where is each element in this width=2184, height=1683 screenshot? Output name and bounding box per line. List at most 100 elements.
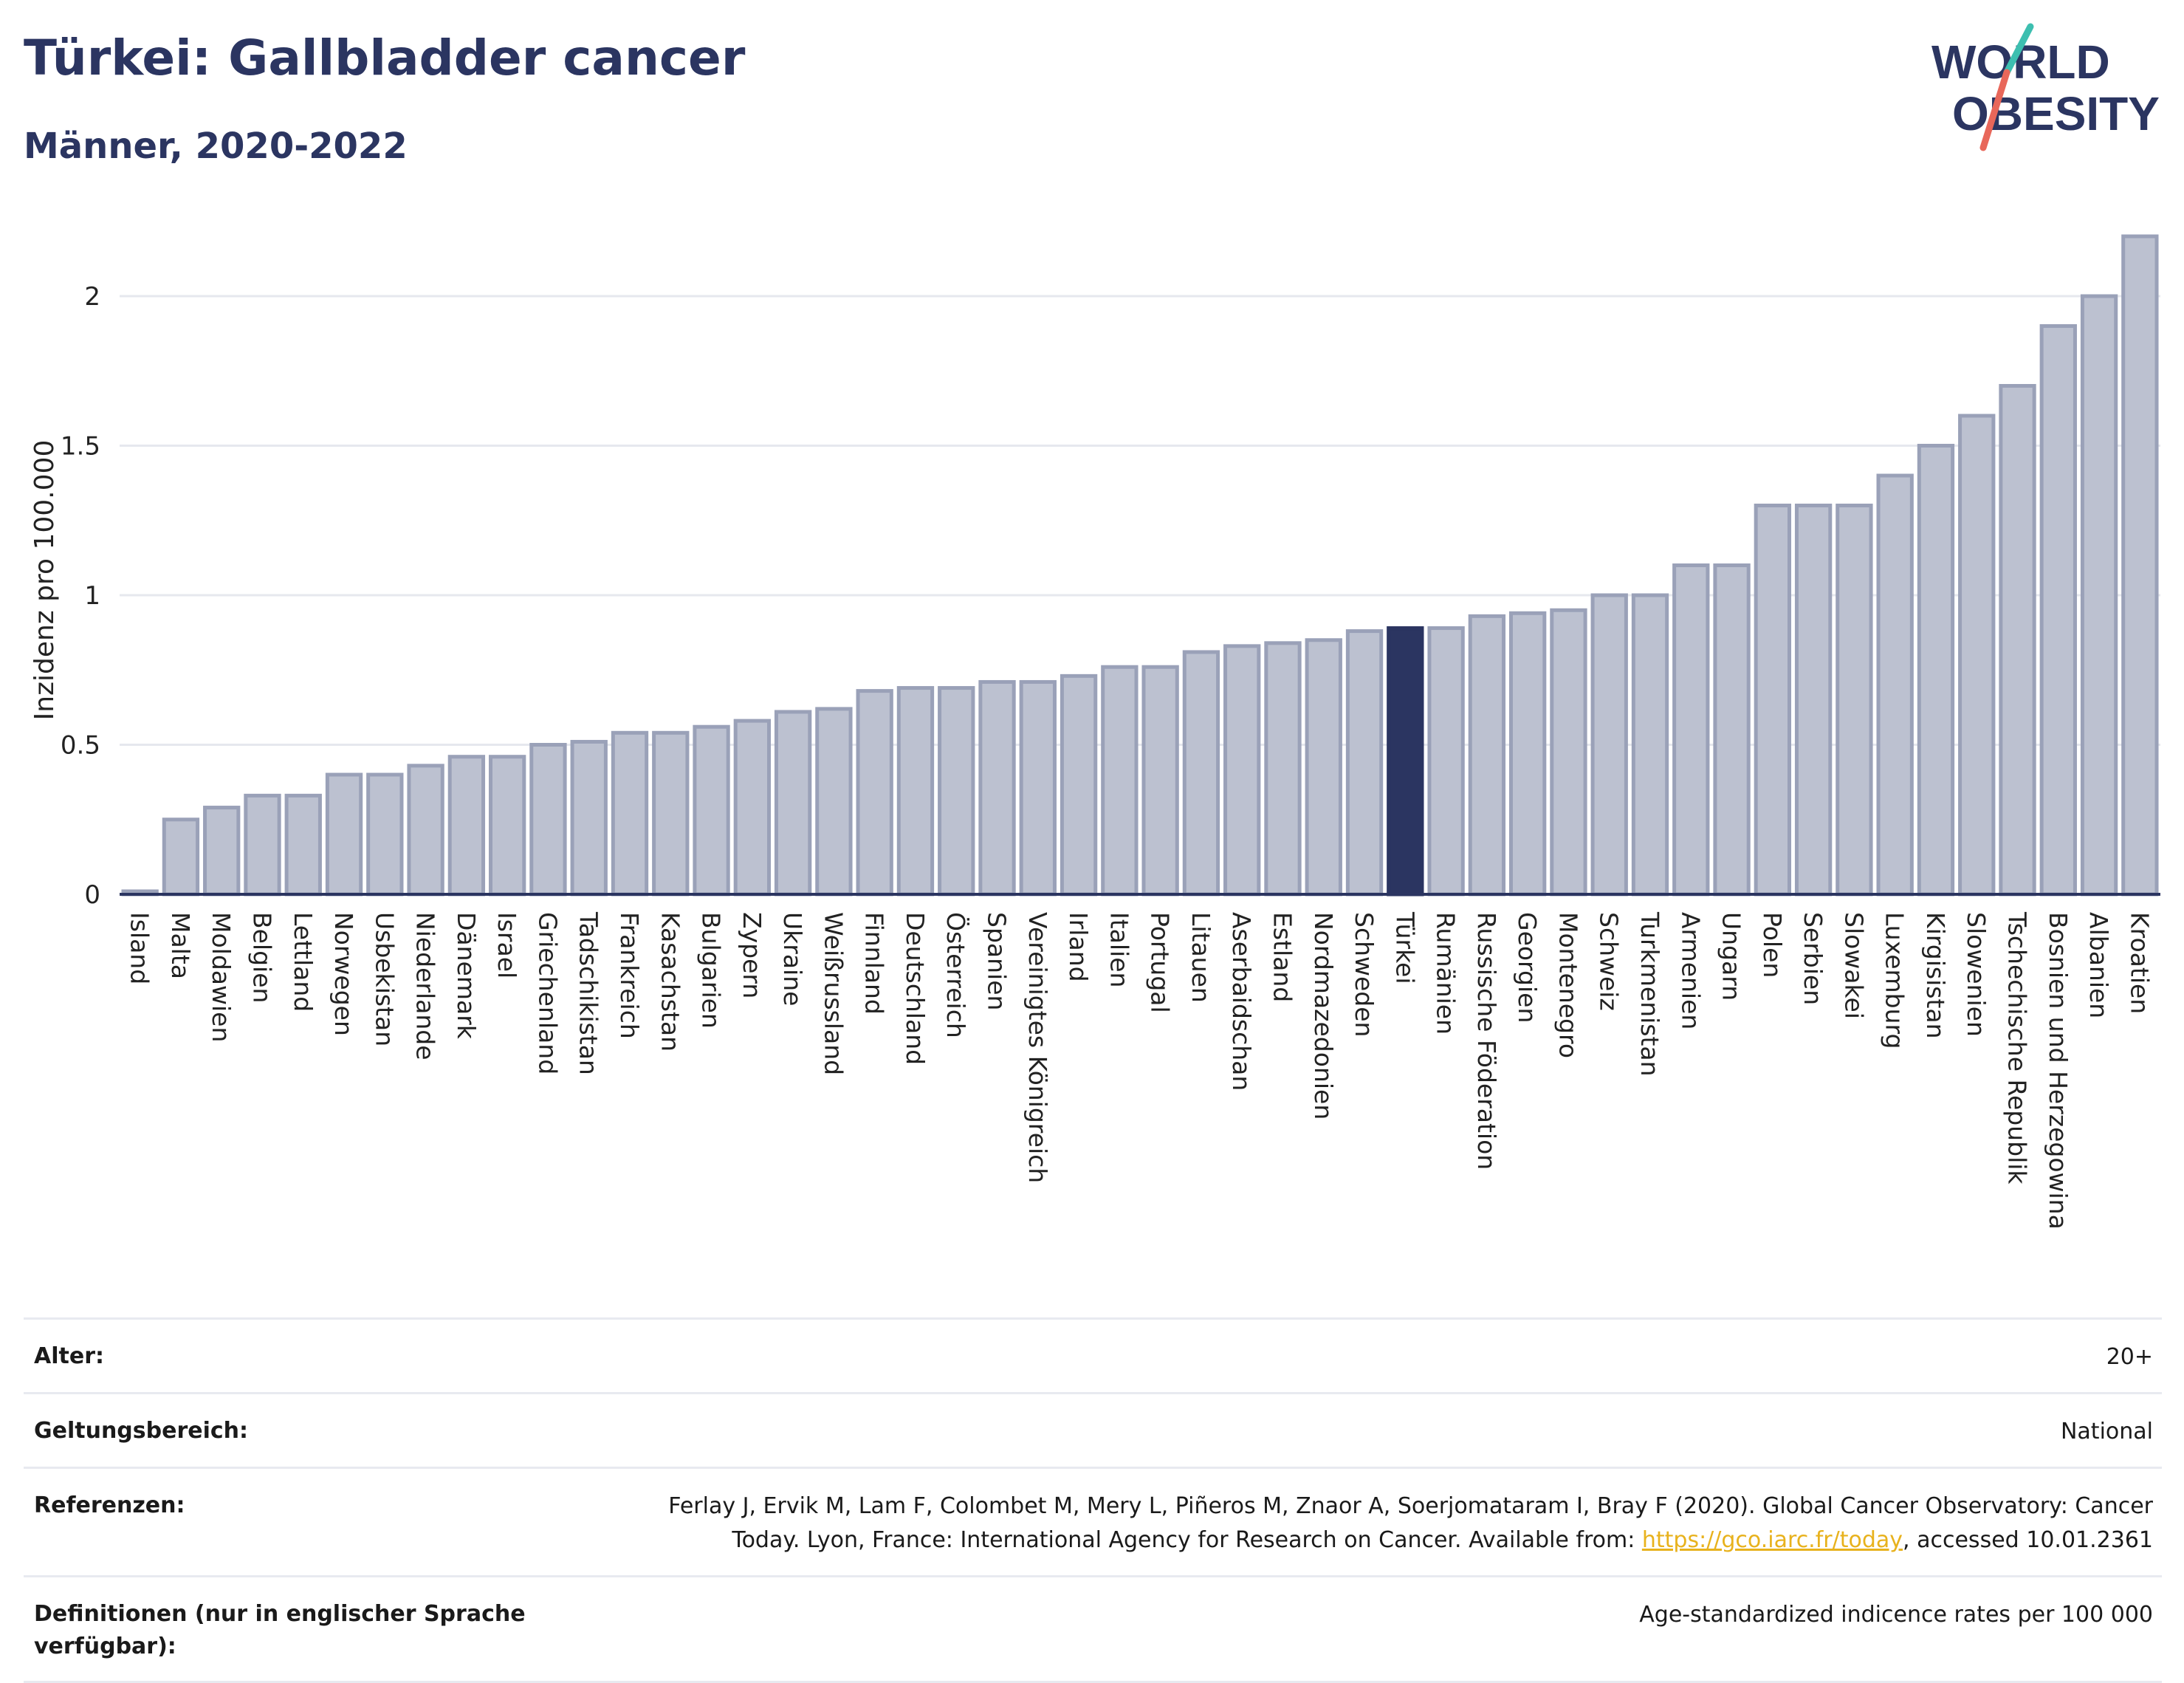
page-subtitle: Männer, 2020-2022 bbox=[24, 126, 408, 167]
reference-line2-pre: Today. Lyon, France: International Agenc… bbox=[732, 1527, 1642, 1553]
info-table: Alter: 20+ Geltungsbereich: National Ref… bbox=[24, 1317, 2162, 1683]
y-tick-label: 1 bbox=[84, 581, 100, 611]
bar bbox=[2039, 324, 2077, 897]
x-tick-label: Finnland bbox=[860, 912, 889, 1015]
bar bbox=[733, 719, 772, 897]
x-tick-label: Zypern bbox=[738, 912, 766, 998]
bar bbox=[1713, 563, 1751, 897]
x-tick-label: Island bbox=[126, 912, 154, 984]
x-tick-label: Weißrussland bbox=[819, 912, 848, 1075]
reference-line2-post: , accessed 10.01.2361 bbox=[1903, 1527, 2153, 1553]
bar bbox=[1999, 384, 2036, 897]
y-tick-label: 2 bbox=[84, 282, 100, 312]
bar bbox=[896, 686, 935, 897]
x-tick-label: Frankreich bbox=[615, 912, 644, 1039]
x-tick-label: Bulgarien bbox=[697, 912, 726, 1029]
info-row-definitions: Definitionen (nur in englischer Sprache … bbox=[24, 1575, 2162, 1683]
x-tick-label: Italien bbox=[1105, 912, 1133, 987]
x-tick-label: Israel bbox=[492, 912, 521, 978]
info-row-scope: Geltungsbereich: National bbox=[24, 1392, 2162, 1467]
x-tick-label: Dänemark bbox=[452, 912, 481, 1040]
bar bbox=[1427, 626, 1465, 897]
bar bbox=[938, 686, 975, 897]
bar bbox=[1345, 629, 1384, 897]
bar bbox=[815, 707, 853, 897]
bar bbox=[978, 679, 1016, 897]
x-tick-label: Tadschikistan bbox=[574, 911, 603, 1075]
bar bbox=[1794, 504, 1833, 897]
bar bbox=[203, 806, 241, 897]
x-tick-label: Malta bbox=[166, 912, 195, 979]
info-label-definitions: Definitionen (nur in englischer Sprache … bbox=[34, 1601, 526, 1659]
bar bbox=[1141, 665, 1179, 897]
bar bbox=[2121, 234, 2159, 897]
x-tick-label: Albanien bbox=[2084, 912, 2113, 1018]
bar bbox=[652, 730, 690, 897]
bar bbox=[1836, 504, 1873, 897]
x-tick-label: Slowakei bbox=[1839, 912, 1868, 1019]
x-tick-label: Schweden bbox=[1350, 912, 1378, 1037]
info-label-age: Alter: bbox=[34, 1343, 104, 1369]
info-row-age: Alter: 20+ bbox=[24, 1317, 2162, 1392]
bar bbox=[1060, 673, 1098, 897]
x-tick-label: Österreich bbox=[941, 912, 971, 1038]
bar-chart: 0 0.5 1 1.5 2 Inzidenz pro 100.000 Island Malta… bbox=[30, 234, 2160, 1230]
reference-link[interactable]: https://gco.iarc.fr/today bbox=[1641, 1527, 1903, 1553]
bar bbox=[1305, 638, 1342, 897]
x-tick-label: Estland bbox=[1268, 912, 1297, 1002]
info-row-references: Referenzen: Ferlay J, Ervik M, Lam F, Co… bbox=[24, 1467, 2162, 1575]
bar bbox=[1223, 644, 1261, 897]
world-obesity-logo: WORLD OBESITY bbox=[1931, 23, 2160, 151]
bar bbox=[1590, 593, 1628, 897]
x-tick-label: Spanien bbox=[983, 912, 1012, 1010]
info-value-definitions: Age-standardized indicence rates per 100… bbox=[1639, 1602, 2153, 1628]
x-tick-label: Armenien bbox=[1676, 912, 1705, 1029]
x-tick-label: Slowenien bbox=[1962, 912, 1991, 1037]
bar bbox=[1631, 593, 1669, 897]
x-tick-label: Georgien bbox=[1513, 912, 1542, 1023]
bar bbox=[244, 793, 281, 897]
x-tick-label: Griechenland bbox=[533, 912, 562, 1074]
x-tick-label: Aserbaidschan bbox=[1227, 912, 1256, 1091]
bar bbox=[1468, 614, 1506, 897]
x-tick-label: Rumänien bbox=[1432, 912, 1460, 1035]
logo-slash-teal bbox=[2003, 23, 2034, 76]
info-value-age: 20+ bbox=[2106, 1344, 2153, 1370]
bar bbox=[1672, 563, 1710, 897]
x-tick-label: Nordmazedonien bbox=[1309, 912, 1338, 1120]
x-tick-label: Lettland bbox=[289, 912, 317, 1012]
x-tick-label: Turkmenistan bbox=[1635, 911, 1664, 1077]
x-tick-label: Schweiz bbox=[1595, 912, 1624, 1011]
bar bbox=[1182, 650, 1220, 897]
bar bbox=[407, 764, 444, 897]
bar bbox=[1876, 473, 1914, 897]
bar bbox=[1264, 641, 1302, 897]
x-tick-label: Moldawien bbox=[207, 912, 236, 1042]
x-tick-label: Belgien bbox=[247, 912, 276, 1003]
bar bbox=[611, 730, 649, 897]
x-tick-label: Norwegen bbox=[329, 912, 358, 1036]
y-tick-label: 0.5 bbox=[61, 731, 100, 761]
x-tick-label: Deutschland bbox=[901, 912, 930, 1065]
x-tick-label: Montenegro bbox=[1553, 912, 1582, 1058]
x-tick-label: Ungarn bbox=[1717, 912, 1746, 1001]
bar bbox=[488, 755, 526, 897]
info-label-references: Referenzen: bbox=[34, 1492, 185, 1518]
bar bbox=[529, 743, 567, 897]
bar bbox=[570, 739, 608, 897]
x-tick-label: Russische Föderation bbox=[1472, 912, 1501, 1170]
info-value-references: Ferlay J, Ervik M, Lam F, Colombet M, Me… bbox=[668, 1490, 2153, 1557]
x-tick-label: Vereinigtes Königreich bbox=[1023, 912, 1052, 1183]
bar bbox=[1958, 414, 1996, 897]
bar bbox=[1019, 679, 1057, 897]
bar bbox=[325, 772, 363, 897]
x-tick-label: Niederlande bbox=[411, 912, 440, 1060]
page-title: Türkei: Gallbladder cancer bbox=[24, 30, 746, 86]
x-tick-label: Polen bbox=[1758, 912, 1787, 978]
bar bbox=[1508, 611, 1547, 897]
bar bbox=[162, 817, 200, 897]
x-tick-label: Kasachstan bbox=[656, 912, 684, 1052]
x-tick-label: Irland bbox=[1064, 912, 1093, 982]
reference-line1: Ferlay J, Ervik M, Lam F, Colombet M, Me… bbox=[668, 1493, 2153, 1519]
x-tick-label: Kirgisistan bbox=[1921, 912, 1950, 1039]
